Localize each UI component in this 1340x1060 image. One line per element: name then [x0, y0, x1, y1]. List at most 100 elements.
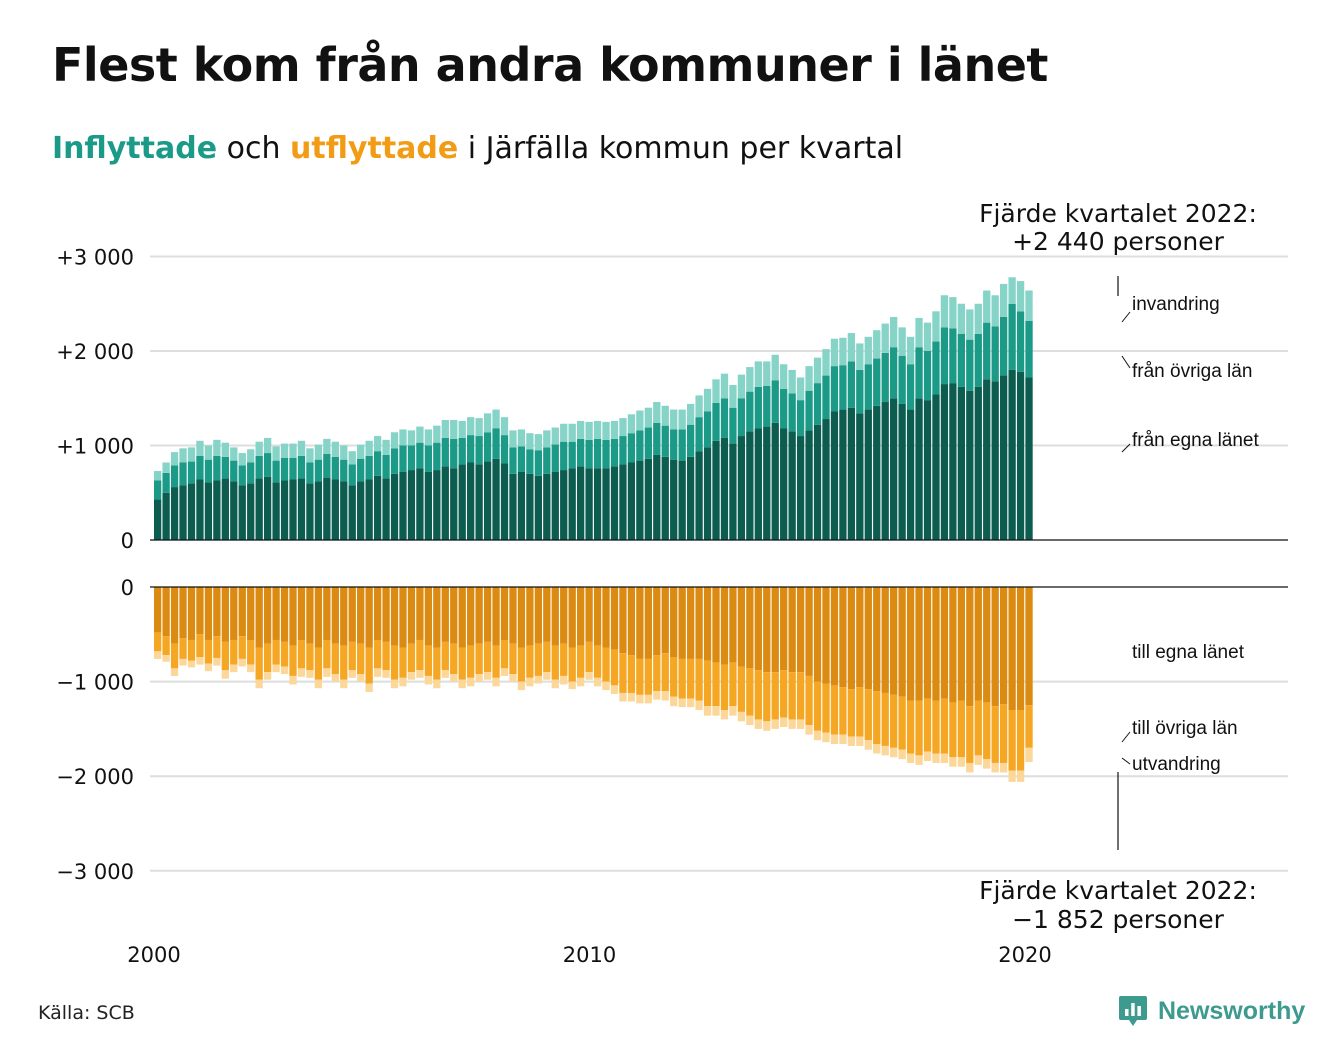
bar-out_emigration: [610, 685, 619, 694]
bar-out_emigration: [373, 668, 382, 677]
brand-logo: Newsworthy: [1118, 994, 1305, 1028]
label-utvandring: utvandring: [1132, 754, 1221, 775]
bar-out_emigration: [399, 677, 407, 687]
bar-out_own_county: [179, 587, 187, 639]
bar-out_emigration: [771, 719, 779, 729]
bar-in_other_counties: [424, 445, 433, 472]
bar-out_own_county: [517, 587, 526, 648]
bar-in_other_counties: [974, 333, 982, 387]
bar-in_immigration: [703, 388, 712, 412]
bar-out_own_county: [500, 587, 509, 640]
bar-out_own_county: [966, 587, 974, 707]
bar-in_immigration: [957, 303, 965, 334]
bar-in_other_counties: [991, 326, 999, 382]
bar-in_other_counties: [780, 388, 788, 429]
bar-in_other_counties: [695, 417, 703, 452]
bar-out_own_county: [890, 587, 898, 695]
bar-in_own_county: [568, 468, 576, 540]
bar-out_own_county: [1008, 587, 1016, 710]
bar-in_own_county: [373, 475, 382, 540]
bar-out_own_county: [771, 587, 779, 673]
bar-out_other_counties: [695, 658, 703, 701]
bar-in_immigration: [627, 414, 636, 434]
bar-out_emigration: [483, 672, 492, 680]
bar-in_own_county: [204, 482, 213, 540]
bar-out_own_county: [763, 587, 771, 673]
bar-in_other_counties: [915, 347, 923, 399]
bar-out_other_counties: [991, 706, 999, 763]
bar-out_other_counties: [906, 700, 915, 754]
bar-in_own_county: [517, 471, 526, 540]
bar-out_emigration: [238, 658, 246, 667]
bar-out_other_counties: [729, 662, 737, 707]
bar-out_emigration: [450, 674, 458, 682]
bar-out_own_county: [898, 587, 906, 697]
bar-in_own_county: [847, 407, 856, 540]
bar-out_own_county: [357, 587, 365, 644]
bar-out_other_counties: [610, 649, 619, 686]
bars-layer: [154, 277, 1033, 782]
bar-in_immigration: [331, 441, 339, 457]
bottom-y-tick-label: −3 000: [56, 860, 134, 884]
bar-in_own_county: [923, 400, 932, 540]
axis-layer: 0 +1 000 +2 000 +3 000 0 −1 000 −2 000 −3 000 20…: [56, 246, 1288, 967]
bar-in_other_counties: [805, 390, 813, 431]
bar-out_other_counties: [602, 647, 610, 682]
bar-in_immigration: [154, 471, 162, 481]
bar-in_immigration: [416, 426, 424, 443]
bar-in_immigration: [771, 354, 779, 381]
bar-out_emigration: [1008, 770, 1016, 782]
bar-out_own_county: [450, 587, 458, 644]
bar-out_emigration: [263, 672, 272, 680]
chart-subtitle: Inflyttade och utflyttade i Järfälla kom…: [52, 131, 903, 166]
bar-out_own_county: [737, 587, 746, 667]
x-tick-label: 2020: [998, 943, 1051, 967]
bar-out_own_county: [627, 587, 636, 656]
bar-in_other_counties: [712, 402, 720, 441]
grid-layer: [150, 255, 1288, 872]
bar-out_emigration: [306, 670, 314, 678]
bar-out_emigration: [729, 706, 737, 716]
bar-in_own_county: [873, 405, 881, 540]
bar-in_own_county: [551, 471, 559, 540]
bar-in_immigration: [974, 303, 982, 334]
bar-out_other_counties: [382, 641, 390, 671]
bar-out_other_counties: [467, 645, 475, 678]
bar-out_emigration: [390, 679, 399, 689]
bar-out_own_county: [458, 587, 466, 648]
bar-in_other_counties: [331, 456, 339, 480]
bar-out_emigration: [881, 745, 889, 756]
bar-out_own_county: [864, 587, 872, 690]
bar-out_other_counties: [500, 639, 509, 669]
bar-in_own_county: [280, 480, 289, 540]
bar-in_own_county: [483, 461, 492, 540]
bar-in_other_counties: [357, 458, 365, 482]
bar-out_other_counties: [974, 700, 982, 756]
bar-out_own_county: [957, 587, 965, 701]
bar-in_other_counties: [898, 355, 906, 404]
bar-in_immigration: [424, 429, 433, 446]
bar-in_immigration: [441, 419, 449, 438]
subtitle-utflyttade: utflyttade: [290, 131, 459, 166]
bar-in_own_county: [263, 476, 272, 540]
bar-out_own_county: [915, 587, 923, 701]
top-y-tick-label: +2 000: [56, 340, 134, 364]
bar-in_own_county: [670, 459, 678, 540]
bar-in_immigration: [272, 446, 280, 461]
bar-out_own_county: [754, 587, 762, 671]
bar-in_other_counties: [238, 465, 246, 486]
bar-in_own_county: [247, 483, 255, 540]
bar-out_own_county: [686, 587, 695, 659]
bar-in_own_county: [297, 478, 306, 540]
bar-in_own_county: [729, 443, 737, 540]
bar-in_own_county: [230, 481, 238, 540]
bar-in_other_counties: [923, 351, 932, 401]
bar-in_own_county: [746, 431, 754, 540]
bar-out_own_county: [534, 587, 542, 644]
bar-out_own_county: [467, 587, 475, 646]
bar-in_immigration: [906, 336, 915, 365]
bar-out_emigration: [162, 655, 170, 662]
bar-in_other_counties: [416, 442, 424, 469]
bar-out_emigration: [213, 657, 221, 666]
bar-in_immigration: [796, 377, 805, 401]
